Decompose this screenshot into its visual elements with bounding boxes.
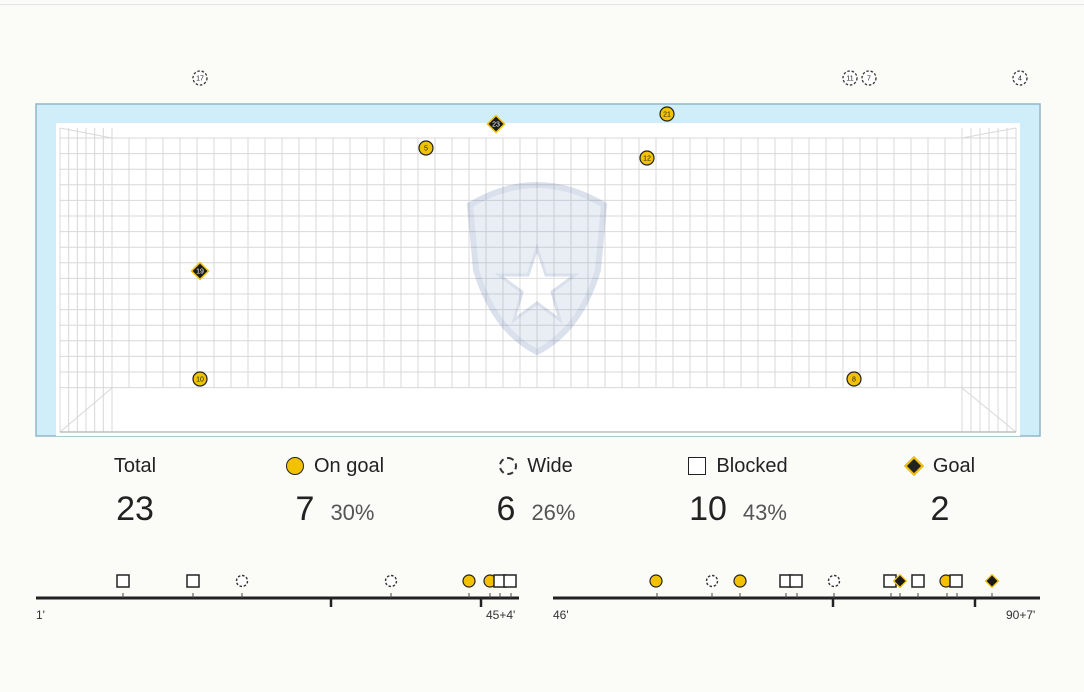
shot-marker: 23 <box>486 114 506 134</box>
shot-number: 19 <box>196 269 204 276</box>
stat-on-goal-count: 7 <box>295 490 315 528</box>
top-divider <box>0 4 1084 5</box>
shot-number: 23 <box>492 122 500 129</box>
shot-number: 8 <box>852 377 856 384</box>
timeline-blocked-icon <box>503 574 517 588</box>
goal-net <box>59 127 1017 433</box>
stat-wide-label: Wide <box>527 454 573 477</box>
second-half-end-label: 90+7' <box>1006 608 1036 622</box>
shot-number: 21 <box>663 112 671 119</box>
shot-marker: 19 <box>190 261 210 281</box>
net-line <box>59 127 113 139</box>
stat-blocked-label: Blocked <box>716 454 788 477</box>
stat-total-label: Total <box>113 454 157 477</box>
shot-number: 5 <box>424 146 428 153</box>
stat-blocked: Blocked 10 43% <box>638 452 838 529</box>
first-half-start-label: 1' <box>36 608 45 622</box>
timeline-blocked-icon <box>116 574 130 588</box>
shot-wide-icon <box>842 70 858 86</box>
shot-marker: 4 <box>1012 70 1028 86</box>
stat-blocked-count: 10 <box>689 490 727 528</box>
net-line <box>59 387 113 433</box>
first-half-end-label: 45+4' <box>486 608 516 622</box>
goal-shot-map: 17 11 7 4 21 23 5 12 19 10 8 <box>35 70 1041 437</box>
shot-marker: 21 <box>659 106 675 122</box>
stat-on-goal: On goal 7 30% <box>235 452 435 529</box>
shot-on-goal-icon <box>418 140 434 156</box>
timeline-goal-icon <box>984 573 1000 589</box>
stat-wide: Wide 6 26% <box>436 452 636 529</box>
shot-goal-icon <box>486 114 506 134</box>
stat-goal: Goal 2 <box>840 452 1040 529</box>
timeline-wide-icon <box>384 574 398 588</box>
stat-blocked-pct: 43% <box>742 500 787 525</box>
shot-number: 10 <box>196 377 204 384</box>
goal-icon <box>903 456 924 476</box>
timeline-on-goal-icon <box>649 574 663 588</box>
shot-goal-icon <box>190 261 210 281</box>
timeline-on-goal-icon <box>733 574 747 588</box>
shot-on-goal-icon <box>659 106 675 122</box>
shot-on-goal-icon <box>846 371 862 387</box>
shot-marker: 17 <box>192 70 208 86</box>
stat-total: Total 23 <box>35 452 235 529</box>
shot-marker: 10 <box>192 371 208 387</box>
shot-number: 4 <box>1018 76 1022 83</box>
timeline-blocked-icon <box>949 574 963 588</box>
timeline-wide-icon <box>705 574 719 588</box>
shot-number: 17 <box>196 76 204 83</box>
timeline-axes <box>36 593 1040 607</box>
timeline-blocked-icon <box>186 574 200 588</box>
stat-on-goal-pct: 30% <box>330 500 375 525</box>
shot-marker: 12 <box>639 150 655 166</box>
shot-wide-icon <box>192 70 208 86</box>
net-line <box>961 387 1017 433</box>
club-crest-watermark <box>466 182 608 356</box>
shot-number: 7 <box>867 76 871 83</box>
shot-wide-icon <box>861 70 877 86</box>
on-goal-icon <box>285 457 304 475</box>
timeline-events <box>116 573 1000 589</box>
blocked-icon <box>688 457 707 475</box>
shot-wide-icon <box>1012 70 1028 86</box>
shot-number: 11 <box>846 76 853 83</box>
timeline-wide-icon <box>235 574 249 588</box>
shot-marker: 8 <box>846 371 862 387</box>
shot-marker: 7 <box>861 70 877 86</box>
timeline-wide-icon <box>827 574 841 588</box>
shot-marker: 5 <box>418 140 434 156</box>
stat-total-count: 23 <box>116 490 154 528</box>
stat-goal-count: 2 <box>930 490 950 528</box>
stat-wide-count: 6 <box>496 490 516 528</box>
timeline-blocked-icon <box>911 574 925 588</box>
timeline-blocked-icon <box>789 574 803 588</box>
shot-marker: 11 <box>842 70 858 86</box>
goal-shot-markers: 17 11 7 4 21 23 5 12 19 10 8 <box>190 70 1028 387</box>
shot-on-goal-icon <box>192 371 208 387</box>
stat-on-goal-label: On goal <box>313 454 385 477</box>
timeline-goal-icon <box>892 573 908 589</box>
stat-wide-pct: 26% <box>531 500 576 525</box>
shot-timeline <box>36 573 1040 607</box>
wide-icon <box>499 457 518 475</box>
second-half-start-label: 46' <box>553 608 569 622</box>
shot-on-goal-icon <box>639 150 655 166</box>
timeline-on-goal-icon <box>462 574 476 588</box>
shot-number: 12 <box>643 156 651 163</box>
stat-goal-label: Goal <box>932 454 976 477</box>
net-line <box>961 127 1017 139</box>
